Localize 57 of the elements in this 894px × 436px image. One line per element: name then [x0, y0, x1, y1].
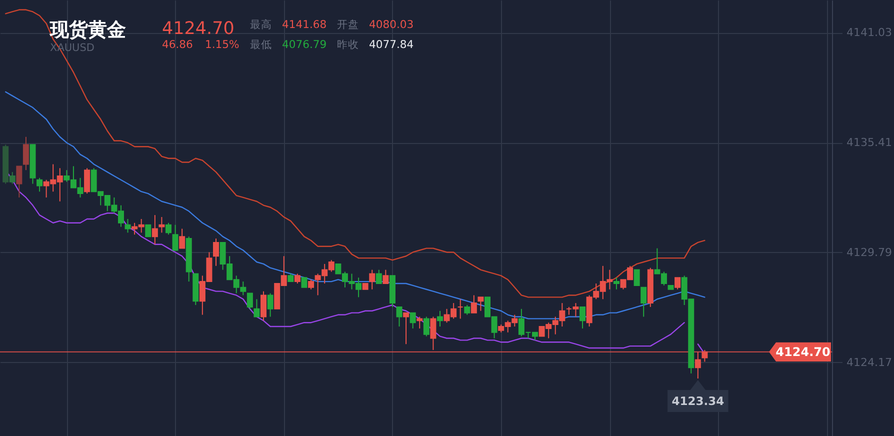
candlestick	[158, 216, 165, 234]
candlestick	[254, 298, 260, 318]
y-tick-label: 4135.41	[846, 136, 892, 150]
candlestick	[396, 306, 402, 328]
candlestick	[152, 214, 158, 245]
candlestick	[145, 224, 152, 238]
annotation: 昨收	[337, 39, 359, 51]
y-tick-label: 4141.03	[846, 26, 892, 40]
candlestick	[213, 238, 220, 266]
candlestick	[267, 292, 274, 318]
candlestick	[436, 310, 443, 328]
candlestick	[16, 166, 22, 198]
candlestick	[246, 292, 253, 310]
ref-line-label: 4124.70	[776, 344, 830, 359]
annotation: 4141.68	[282, 18, 327, 31]
candlestick	[634, 269, 640, 286]
candlestick	[376, 269, 382, 284]
candlestick	[369, 269, 376, 290]
candlestick	[294, 273, 300, 284]
candlestick	[403, 312, 410, 345]
candlestick	[640, 286, 647, 318]
candlestick	[36, 177, 43, 192]
candlestick	[674, 277, 681, 290]
candlestick	[84, 168, 90, 194]
annotation: 4124.70	[162, 19, 234, 39]
candlestick	[410, 312, 416, 329]
annotation: 4076.79	[282, 38, 327, 51]
candlestick	[478, 296, 484, 312]
annotation: 4080.03	[369, 18, 414, 31]
candlestick	[470, 294, 477, 314]
annotation: 最低	[250, 39, 272, 51]
annotation: 4077.84	[369, 38, 414, 51]
candlestick	[416, 316, 423, 329]
text: 现货黄金	[49, 19, 126, 41]
candlestick	[124, 218, 131, 234]
candlestick	[172, 224, 178, 251]
candlestick	[382, 269, 389, 284]
annotation: 4123.34	[672, 394, 724, 408]
candlestick	[580, 306, 586, 329]
candlestick	[9, 172, 16, 184]
y-tick-label: 4124.17	[846, 356, 892, 369]
annotation: 1.15%	[205, 38, 240, 51]
candlestick	[165, 222, 172, 236]
candlestick	[457, 298, 464, 320]
annotation: 46.86	[162, 38, 194, 51]
candlestick	[464, 304, 470, 316]
annotation: 最高	[250, 18, 272, 31]
y-tick-label: 4129.79	[846, 246, 892, 259]
candlestick	[613, 277, 620, 290]
candlestick	[260, 290, 267, 322]
candlestick	[22, 136, 29, 171]
annotation: 开盘	[337, 19, 359, 31]
candlestick	[308, 279, 314, 290]
candlestick	[423, 316, 430, 337]
candlestick	[301, 277, 308, 288]
line-series	[4, 9, 706, 298]
candlestick	[179, 228, 186, 249]
